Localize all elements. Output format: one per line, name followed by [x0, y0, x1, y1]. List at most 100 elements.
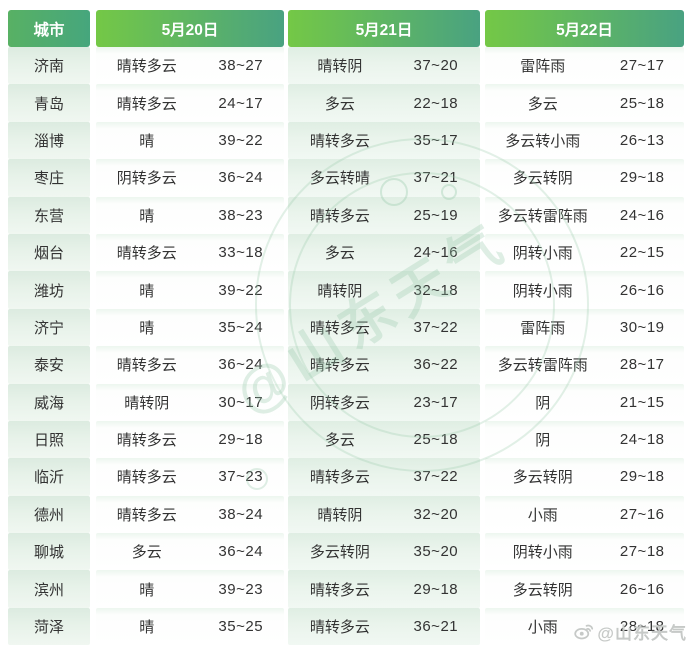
city-cell: 东营 [8, 196, 90, 234]
table-row: 威海 晴转阴 30~17 阴转多云 23~17 阴 21~15 [8, 383, 684, 421]
day1-weather: 晴 [139, 132, 155, 150]
city-cell: 临沂 [8, 458, 90, 496]
city-name: 淄博 [33, 132, 64, 150]
day3-cell: 小雨 28~18 [485, 607, 684, 646]
day1-weather: 晴 [139, 319, 155, 337]
day2-temperature-range: 25~19 [413, 206, 459, 224]
day2-cell: 晴转多云 35~17 [288, 121, 480, 160]
day3-temperature-range: 22~15 [619, 244, 665, 262]
day3-weather: 多云 [527, 95, 558, 113]
day1-temperature-range: 29~18 [218, 431, 264, 449]
day2-cell: 晴转阴 32~20 [288, 495, 480, 534]
day3-temperature-range: 30~19 [619, 318, 665, 336]
day1-temperature-range: 24~17 [218, 94, 264, 112]
day2-cell: 阴转多云 23~17 [288, 383, 480, 421]
day2-weather: 晴转多云 [309, 207, 370, 225]
table-row: 潍坊 晴 39~22 晴转阴 32~18 阴转小雨 26~16 [8, 271, 684, 309]
day1-temperature-range: 36~24 [218, 169, 264, 187]
day3-cell: 多云转阴 26~16 [485, 570, 684, 608]
day3-cell: 阴转小雨 26~16 [485, 271, 684, 309]
day1-cell: 晴转多云 36~24 [96, 346, 284, 384]
day3-temperature-range: 27~16 [619, 505, 665, 523]
day1-weather: 晴转阴 [124, 394, 170, 412]
day2-cell: 晴转多云 36~22 [288, 346, 480, 384]
day3-cell: 小雨 27~16 [485, 495, 684, 534]
day2-temperature-range: 32~18 [413, 281, 459, 299]
day1-temperature-range: 39~22 [218, 131, 264, 149]
day2-weather: 多云 [324, 245, 355, 263]
table-row: 淄博 晴 39~22 晴转多云 35~17 多云转小雨 26~13 [8, 121, 684, 160]
day2-temperature-range: 22~18 [413, 94, 459, 112]
city-cell: 济宁 [8, 308, 90, 347]
city-cell: 淄博 [8, 121, 90, 160]
day1-cell: 晴转多云 38~24 [96, 495, 284, 534]
day3-weather: 多云转阴 [512, 469, 573, 487]
day2-temperature-range: 35~20 [413, 543, 459, 561]
header-city-label: 城市 [33, 21, 65, 39]
city-cell: 济南 [8, 47, 90, 85]
day2-weather: 多云 [324, 432, 355, 450]
day1-cell: 晴转多云 24~17 [96, 84, 284, 122]
day1-temperature-range: 39~22 [218, 281, 264, 299]
day3-temperature-range: 26~16 [619, 281, 665, 299]
day1-cell: 晴转阴 30~17 [96, 383, 284, 421]
day2-weather: 晴转多云 [309, 581, 370, 599]
day1-temperature-range: 38~27 [218, 57, 264, 75]
day3-cell: 多云转雷阵雨 24~16 [485, 196, 684, 234]
city-cell: 潍坊 [8, 271, 90, 309]
day2-cell: 多云 24~16 [288, 233, 480, 272]
day1-temperature-range: 36~24 [218, 356, 264, 374]
day1-weather: 晴转多云 [116, 245, 177, 263]
day1-temperature-range: 38~24 [218, 505, 264, 523]
day3-temperature-range: 28~18 [619, 618, 665, 636]
day2-temperature-range: 25~18 [413, 431, 459, 449]
city-name: 青岛 [33, 95, 64, 113]
day3-cell: 阴转小雨 27~18 [485, 533, 684, 571]
day2-weather: 晴转多云 [309, 469, 370, 487]
day3-cell: 多云转雷阵雨 28~17 [485, 346, 684, 384]
day2-weather: 多云 [324, 95, 355, 113]
table-body: 济南 晴转多云 38~27 晴转阴 37~20 雷阵雨 27~17 青岛 [8, 47, 684, 646]
day2-temperature-range: 37~20 [413, 57, 459, 75]
day2-cell: 晴转多云 36~21 [288, 607, 480, 646]
day3-weather: 阴转小雨 [512, 544, 573, 562]
day2-temperature-range: 37~22 [413, 468, 459, 486]
table-row: 菏泽 晴 35~25 晴转多云 36~21 小雨 28~18 [8, 607, 684, 646]
day1-cell: 晴 35~24 [96, 308, 284, 347]
header-date-1-label: 5月20日 [161, 21, 219, 39]
day1-weather: 晴转多云 [116, 58, 177, 76]
day3-cell: 雷阵雨 27~17 [485, 47, 684, 85]
day2-temperature-range: 24~16 [413, 244, 459, 262]
day2-temperature-range: 35~17 [413, 131, 459, 149]
header-date-2: 5月21日 [288, 10, 480, 47]
city-cell: 德州 [8, 495, 90, 534]
day3-weather: 多云转雷阵雨 [497, 357, 588, 375]
table-row: 东营 晴 38~23 晴转多云 25~19 多云转雷阵雨 24~16 [8, 196, 684, 234]
table-row: 德州 晴转多云 38~24 晴转阴 32~20 小雨 27~16 [8, 495, 684, 534]
day3-weather: 阴转小雨 [512, 282, 573, 300]
day2-weather: 晴转多云 [309, 319, 370, 337]
city-name: 威海 [33, 394, 64, 412]
city-cell: 烟台 [8, 233, 90, 272]
day2-temperature-range: 37~22 [413, 318, 459, 336]
day1-weather: 多云 [131, 544, 162, 562]
city-name: 烟台 [33, 245, 64, 263]
city-name: 枣庄 [33, 170, 64, 188]
day1-cell: 晴 39~22 [96, 121, 284, 160]
city-name: 临沂 [33, 469, 64, 487]
day3-temperature-range: 27~17 [619, 57, 665, 75]
day1-weather: 晴 [139, 619, 155, 637]
day2-weather: 多云转阴 [309, 544, 370, 562]
city-name: 菏泽 [33, 619, 64, 637]
day1-temperature-range: 38~23 [218, 206, 264, 224]
header-date-3-label: 5月22日 [556, 21, 613, 39]
day1-weather: 晴转多云 [116, 506, 177, 524]
day1-weather: 阴转多云 [116, 170, 177, 188]
day2-cell: 晴转阴 37~20 [288, 47, 480, 85]
table-row: 济宁 晴 35~24 晴转多云 37~22 雷阵雨 30~19 [8, 308, 684, 347]
day3-weather: 小雨 [527, 506, 558, 524]
day2-temperature-range: 36~21 [413, 618, 459, 636]
day1-temperature-range: 37~23 [218, 468, 264, 486]
table-header-row: 城市 5月20日 5月21日 5月22日 [8, 10, 684, 47]
day3-temperature-range: 29~18 [619, 468, 665, 486]
